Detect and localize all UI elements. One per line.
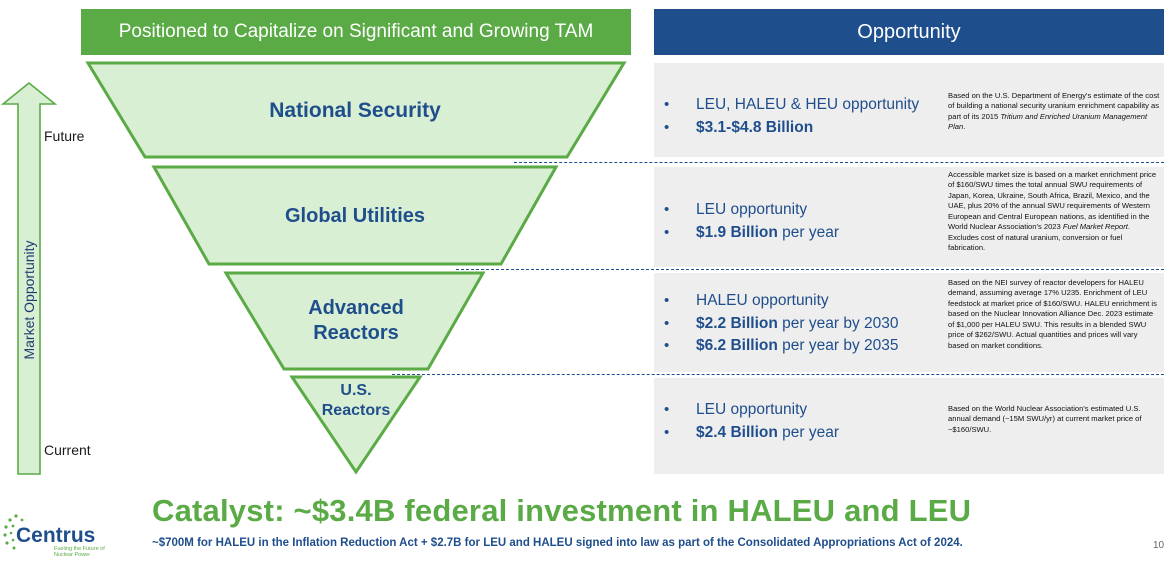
tam-funnel [85,61,627,475]
bullet-text: per year [777,223,840,241]
bullet-item: HALEU opportunity [664,290,898,313]
bullet-text: LEU opportunity [696,201,808,218]
tier-label-global-utilities: Global Utilities [284,204,426,227]
bullet-text: LEU opportunity [696,401,808,418]
bullet-list: LEU opportunity $1.9 Billion per year [664,199,839,244]
bullet-text: per year by 2035 [777,337,899,354]
dashed-divider [514,162,1164,163]
opportunity-box-global-utilities: LEU opportunity $1.9 Billion per year Ac… [654,167,1164,267]
bullet-value: $1.9 Billion [696,223,778,241]
dashed-divider [456,269,1164,270]
axis-current-label: Current [44,442,91,458]
bullet-item: $1.9 Billion per year [664,222,839,245]
bullet-item: LEU, HALEU & HEU opportunity [664,94,919,117]
centrus-logo: Centrus Fueling the Future of Nuclear Po… [2,508,122,560]
axis-future-label: Future [44,128,85,144]
bullet-item: $6.2 Billion per year by 2035 [664,335,898,358]
funnel-tier-global-utilities [151,165,559,266]
funnel-tier-us-reactors [289,375,423,475]
tier-label-us-reactors: U.S. Reactors [306,380,406,422]
logo-tagline: Fueling the Future of Nuclear Power [54,546,105,559]
opportunity-header: Opportunity [654,9,1164,55]
funnel-tier-advanced-reactors [223,271,486,371]
footnote: Based on the NEI survey of reactor devel… [948,278,1157,350]
page-number: 10 [1153,540,1165,551]
footnote: Based on the World Nuclear Association's… [948,404,1142,434]
bullet-text: LEU, HALEU & HEU opportunity [696,96,920,113]
bullet-item: $2.2 Billion per year by 2030 [664,313,898,336]
bullet-list: LEU opportunity $2.4 Billion per year [664,399,839,444]
bullet-item: $2.4 Billion per year [664,422,839,445]
bullet-item: $3.1-$4.8 Billion [664,117,919,140]
tier-label-line: Reactors [313,322,399,344]
tier-label-line: Reactors [321,402,391,419]
bullet-list: HALEU opportunity $2.2 Billion per year … [664,290,898,358]
bullet-item: LEU opportunity [664,399,839,422]
bullet-item: LEU opportunity [664,199,839,222]
bullet-list: LEU, HALEU & HEU opportunity $3.1-$4.8 B… [664,94,919,139]
footnote: Based on the U.S. Department of Energy's… [948,91,1160,132]
logo-wordmark: Centrus [16,524,96,547]
bullet-text: HALEU opportunity [696,292,829,309]
bullet-value: $2.2 Billion [696,314,778,332]
tier-label-line: U.S. [340,382,372,399]
up-arrow-icon [0,81,58,475]
catalyst-subline: ~$700M for HALEU in the Inflation Reduct… [152,537,963,549]
tier-label-line: Advanced [308,297,404,319]
tier-label-national-security: National Security [269,98,441,122]
atom-dots-icon [3,514,24,550]
catalyst-headline: Catalyst: ~$3.4B federal investment in H… [152,493,972,528]
bullet-text: per year by 2030 [777,314,899,332]
bullet-value: $6.2 Billion [696,337,778,354]
tam-header: Positioned to Capitalize on Significant … [81,9,631,55]
opportunity-box-national-security: LEU, HALEU & HEU opportunity $3.1-$4.8 B… [654,63,1164,157]
funnel-tier-national-security [85,61,627,159]
bullet-text: per year [777,423,840,441]
dashed-divider [392,374,1164,375]
tier-label-advanced-reactors: Advanced Reactors [260,294,452,348]
opportunity-box-us-reactors: LEU opportunity $2.4 Billion per year Ba… [654,378,1164,474]
footnote: Accessible market size is based on a mar… [948,170,1157,253]
bullet-value: $2.4 Billion [696,423,778,441]
bullet-value: $3.1-$4.8 Billion [696,118,814,136]
opportunity-box-advanced-reactors: HALEU opportunity $2.2 Billion per year … [654,273,1164,372]
